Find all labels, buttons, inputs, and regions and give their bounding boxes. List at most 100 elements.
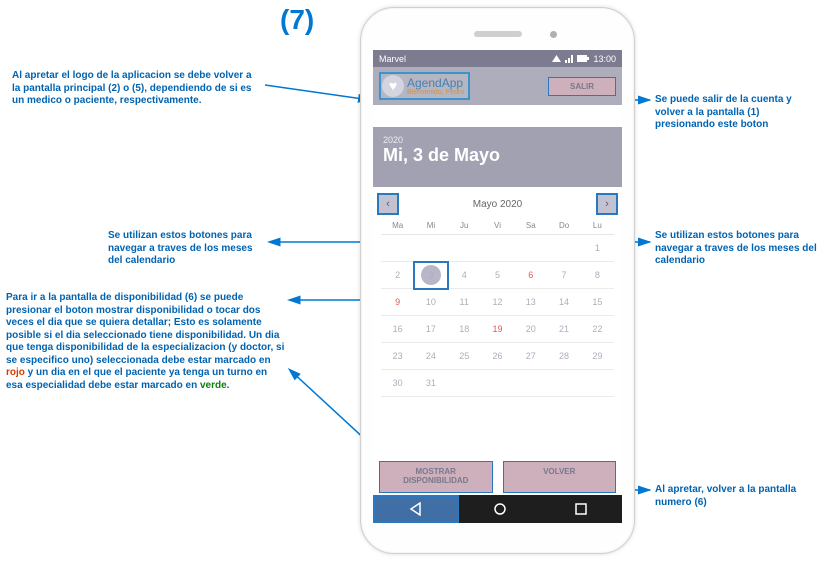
date-full: Mi, 3 de Mayo bbox=[383, 145, 612, 166]
annotation-volver: Al apretar, volver a la pantalla numero … bbox=[655, 484, 830, 509]
calendar-day[interactable]: 20 bbox=[514, 316, 547, 343]
calendar-day[interactable]: 5 bbox=[481, 262, 514, 289]
date-year: 2020 bbox=[383, 135, 612, 145]
calendar-day bbox=[547, 235, 580, 262]
calendar-day-header: Vi bbox=[481, 217, 514, 235]
calendar-row: 2345678 bbox=[381, 262, 614, 289]
calendar-day bbox=[381, 235, 414, 262]
status-time: 13:00 bbox=[593, 54, 616, 64]
calendar-day-header: Mi bbox=[414, 217, 447, 235]
calendar-day[interactable]: 9 bbox=[381, 289, 414, 316]
annotation-disp-end: . bbox=[227, 380, 230, 391]
android-navbar bbox=[373, 495, 622, 523]
calendar-day bbox=[581, 370, 614, 397]
annotation-nav-left: Se utilizan estos botones para navegar a… bbox=[108, 230, 268, 268]
calendar-row: 3031 bbox=[381, 370, 614, 397]
calendar-day[interactable]: 8 bbox=[581, 262, 614, 289]
calendar-day-header: Sa bbox=[514, 217, 547, 235]
calendar-day[interactable]: 26 bbox=[481, 343, 514, 370]
calendar-day[interactable]: 17 bbox=[414, 316, 447, 343]
status-bar: Marvel 13:00 bbox=[373, 50, 622, 67]
bottom-buttons: MOSTRAR DISPONIBILIDAD VOLVER bbox=[379, 461, 616, 493]
calendar-row: 1 bbox=[381, 235, 614, 262]
wifi-icon bbox=[552, 55, 561, 63]
calendar-day bbox=[448, 370, 481, 397]
calendar-day bbox=[514, 235, 547, 262]
battery-icon bbox=[577, 55, 589, 62]
phone-frame: Marvel 13:00 AgendApp Bienvenido, Pedro … bbox=[360, 7, 635, 554]
month-nav: ‹ Mayo 2020 › bbox=[377, 193, 618, 215]
calendar-day[interactable]: 28 bbox=[547, 343, 580, 370]
annotation-logo: Al apretar el logo de la aplicacion se d… bbox=[12, 70, 262, 108]
annotation-disp: Para ir a la pantalla de disponibilidad … bbox=[6, 292, 286, 392]
calendar-day[interactable]: 6 bbox=[514, 262, 547, 289]
status-carrier: Marvel bbox=[379, 54, 406, 64]
next-month-button[interactable]: › bbox=[596, 193, 618, 215]
calendar-day[interactable]: 10 bbox=[414, 289, 447, 316]
heart-icon bbox=[382, 75, 404, 97]
calendar-row: 9101112131415 bbox=[381, 289, 614, 316]
calendar: MaMiJuViSaDoLu 1234567891011121314151617… bbox=[373, 217, 622, 397]
calendar-day bbox=[448, 235, 481, 262]
calendar-day[interactable]: 21 bbox=[547, 316, 580, 343]
nav-home-button[interactable] bbox=[459, 495, 541, 523]
calendar-day-header: Do bbox=[547, 217, 580, 235]
nav-recent-button[interactable] bbox=[540, 495, 622, 523]
volver-button[interactable]: VOLVER bbox=[503, 461, 617, 493]
calendar-day[interactable]: 19 bbox=[481, 316, 514, 343]
month-label: Mayo 2020 bbox=[473, 199, 522, 210]
calendar-header-row: MaMiJuViSaDoLu bbox=[381, 217, 614, 235]
calendar-day[interactable]: 3 bbox=[414, 262, 447, 289]
calendar-day[interactable]: 15 bbox=[581, 289, 614, 316]
calendar-day[interactable]: 29 bbox=[581, 343, 614, 370]
calendar-day bbox=[547, 370, 580, 397]
calendar-day bbox=[481, 235, 514, 262]
calendar-day[interactable]: 31 bbox=[414, 370, 447, 397]
calendar-day[interactable]: 13 bbox=[514, 289, 547, 316]
calendar-day[interactable]: 2 bbox=[381, 262, 414, 289]
triangle-back-icon bbox=[409, 502, 423, 516]
calendar-day[interactable]: 18 bbox=[448, 316, 481, 343]
calendar-row: 16171819202122 bbox=[381, 316, 614, 343]
annotation-disp-rojo: rojo bbox=[6, 367, 25, 378]
calendar-day[interactable]: 27 bbox=[514, 343, 547, 370]
calendar-day[interactable]: 12 bbox=[481, 289, 514, 316]
phone-screen: Marvel 13:00 AgendApp Bienvenido, Pedro … bbox=[373, 50, 622, 523]
calendar-day[interactable]: 23 bbox=[381, 343, 414, 370]
calendar-day[interactable]: 30 bbox=[381, 370, 414, 397]
calendar-day bbox=[414, 235, 447, 262]
circle-home-icon bbox=[493, 502, 507, 516]
calendar-day[interactable]: 1 bbox=[581, 235, 614, 262]
square-recent-icon bbox=[574, 502, 588, 516]
calendar-row: 23242526272829 bbox=[381, 343, 614, 370]
phone-camera bbox=[550, 31, 557, 38]
logo-button[interactable]: AgendApp Bienvenido, Pedro bbox=[379, 72, 470, 100]
calendar-day[interactable]: 25 bbox=[448, 343, 481, 370]
app-header: AgendApp Bienvenido, Pedro SALIR bbox=[373, 67, 622, 105]
calendar-day bbox=[481, 370, 514, 397]
phone-speaker bbox=[474, 31, 522, 37]
calendar-day[interactable]: 4 bbox=[448, 262, 481, 289]
calendar-day bbox=[514, 370, 547, 397]
signal-icon bbox=[565, 55, 573, 63]
date-banner: 2020 Mi, 3 de Mayo bbox=[373, 127, 622, 187]
calendar-day-header: Lu bbox=[581, 217, 614, 235]
calendar-day[interactable]: 24 bbox=[414, 343, 447, 370]
mostrar-button[interactable]: MOSTRAR DISPONIBILIDAD bbox=[379, 461, 493, 493]
page-number: (7) bbox=[280, 4, 314, 36]
app-name: AgendApp bbox=[407, 77, 464, 89]
calendar-day[interactable]: 14 bbox=[547, 289, 580, 316]
annotation-salir: Se puede salir de la cuenta y volver a l… bbox=[655, 94, 815, 132]
calendar-day-header: Ma bbox=[381, 217, 414, 235]
calendar-day[interactable]: 16 bbox=[381, 316, 414, 343]
annotation-disp-verde: verde bbox=[200, 380, 227, 391]
nav-back-button[interactable] bbox=[373, 495, 459, 523]
calendar-day[interactable]: 11 bbox=[448, 289, 481, 316]
calendar-day-header: Ju bbox=[448, 217, 481, 235]
annotation-nav-right: Se utilizan estos botones para navegar a… bbox=[655, 230, 820, 268]
salir-button[interactable]: SALIR bbox=[548, 77, 616, 96]
calendar-day[interactable]: 22 bbox=[581, 316, 614, 343]
annotation-disp-main: Para ir a la pantalla de disponibilidad … bbox=[6, 292, 284, 366]
calendar-day[interactable]: 7 bbox=[547, 262, 580, 289]
prev-month-button[interactable]: ‹ bbox=[377, 193, 399, 215]
